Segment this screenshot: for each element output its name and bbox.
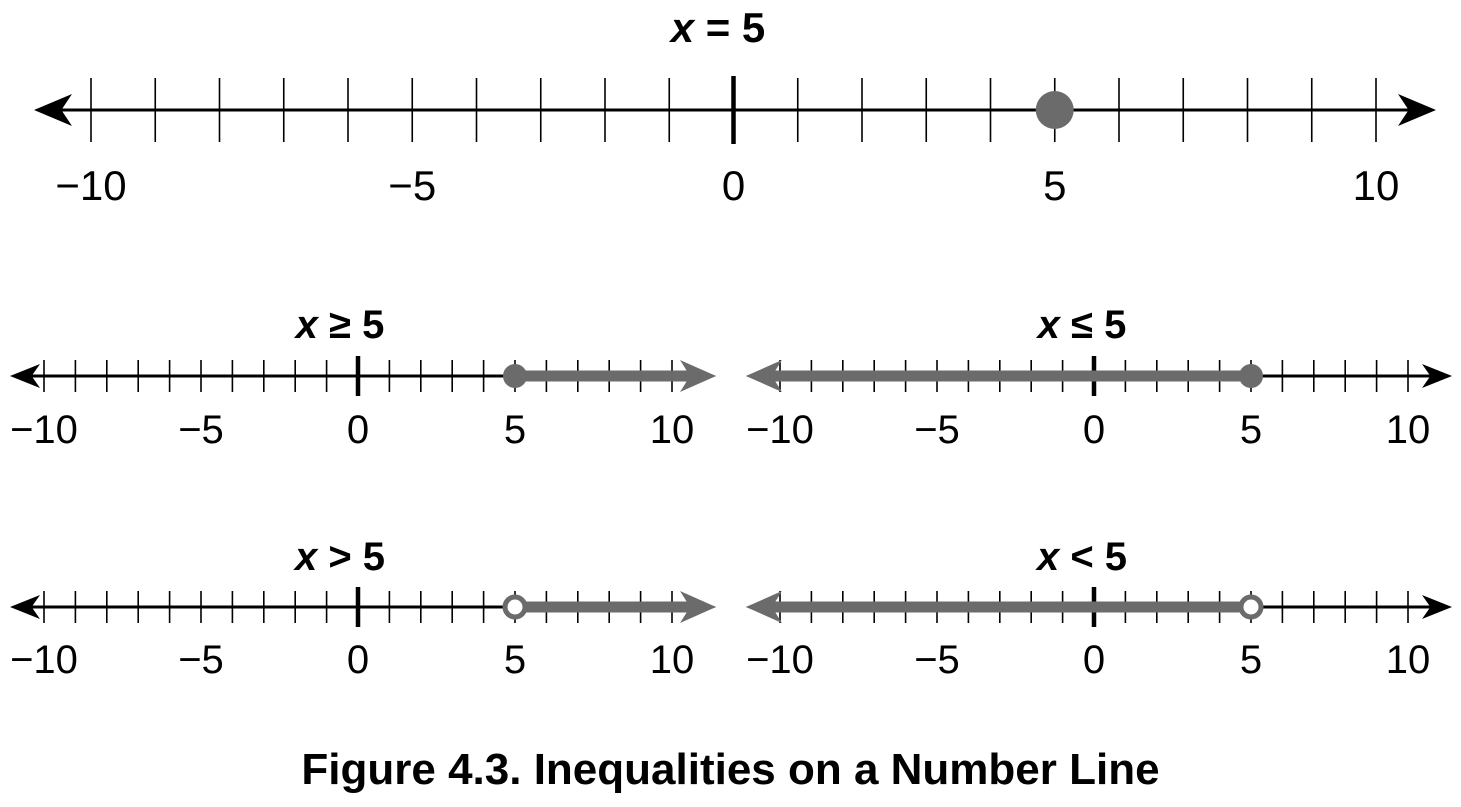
tick-label: 5 [1240, 408, 1262, 452]
inequality-title: x < 5 [1035, 535, 1127, 579]
open-endpoint-circle [1238, 594, 1264, 620]
variable-label: x [1035, 535, 1061, 579]
solution-arrowhead [680, 360, 716, 392]
tick-label: 0 [347, 408, 369, 452]
number-line-3: x ≤ 5 −10 −5 0 5 10 [746, 303, 1452, 452]
inequality-title: x = 5 [669, 4, 766, 51]
tick-label: 10 [650, 638, 695, 682]
tick-label: 10 [1386, 408, 1431, 452]
left-arrowhead [10, 364, 40, 388]
number-line-4: x > 5 −10 −5 0 5 10 [10, 535, 716, 682]
tick-label: 5 [504, 408, 526, 452]
tick-label: −10 [746, 638, 814, 682]
tick-label: 5 [504, 638, 526, 682]
tick-label: −5 [914, 638, 960, 682]
variable-label: x [1036, 303, 1062, 347]
left-arrowhead [10, 595, 40, 619]
solution-arrowhead [680, 591, 716, 623]
tick-label: 10 [1386, 638, 1431, 682]
solution-arrowhead [746, 591, 782, 623]
variable-label: x [669, 4, 696, 51]
tick-label: 5 [1240, 638, 1262, 682]
solution-arrowhead [746, 360, 782, 392]
variable-label: x [294, 303, 320, 347]
relation-label: ≤ 5 [1060, 303, 1126, 347]
tick-label: 0 [722, 162, 745, 209]
tick-label: 0 [347, 638, 369, 682]
tick-label: −5 [388, 162, 436, 209]
relation-label: > 5 [317, 535, 385, 579]
tick-label: −10 [746, 408, 814, 452]
left-arrowhead [34, 94, 72, 126]
number-line-5: x < 5 −10 −5 0 5 10 [746, 535, 1452, 682]
closed-endpoint-dot [1035, 91, 1074, 129]
variable-label: x [293, 535, 319, 579]
inequality-title: x ≥ 5 [294, 303, 385, 347]
relation-label: ≥ 5 [318, 303, 384, 347]
closed-endpoint-dot [503, 364, 527, 388]
tick-label: −5 [914, 408, 960, 452]
relation-label: < 5 [1059, 535, 1127, 579]
tick-label: 10 [650, 408, 695, 452]
tick-label: 10 [1353, 162, 1400, 209]
tick-label: 0 [1083, 638, 1105, 682]
relation-label: = 5 [694, 4, 765, 51]
figure-caption: Figure 4.3. Inequalities on a Number Lin… [301, 745, 1160, 794]
tick-label: −10 [10, 638, 78, 682]
tick-label: −10 [10, 408, 78, 452]
right-arrowhead [1422, 364, 1452, 388]
tick-label: 0 [1083, 408, 1105, 452]
right-arrowhead [1398, 94, 1436, 126]
inequality-title: x ≤ 5 [1036, 303, 1127, 347]
inequality-title: x > 5 [293, 535, 385, 579]
tick-label: −5 [178, 638, 224, 682]
closed-endpoint-dot [1239, 364, 1263, 388]
tick-label: −10 [55, 162, 126, 209]
right-arrowhead [1422, 595, 1452, 619]
number-line-1: x = 5 −10 −5 0 5 10 [34, 4, 1436, 209]
tick-label: −5 [178, 408, 224, 452]
number-line-2: x ≥ 5 −10 −5 0 5 10 [10, 303, 716, 452]
open-endpoint-circle [502, 594, 528, 620]
tick-label: 5 [1043, 162, 1066, 209]
